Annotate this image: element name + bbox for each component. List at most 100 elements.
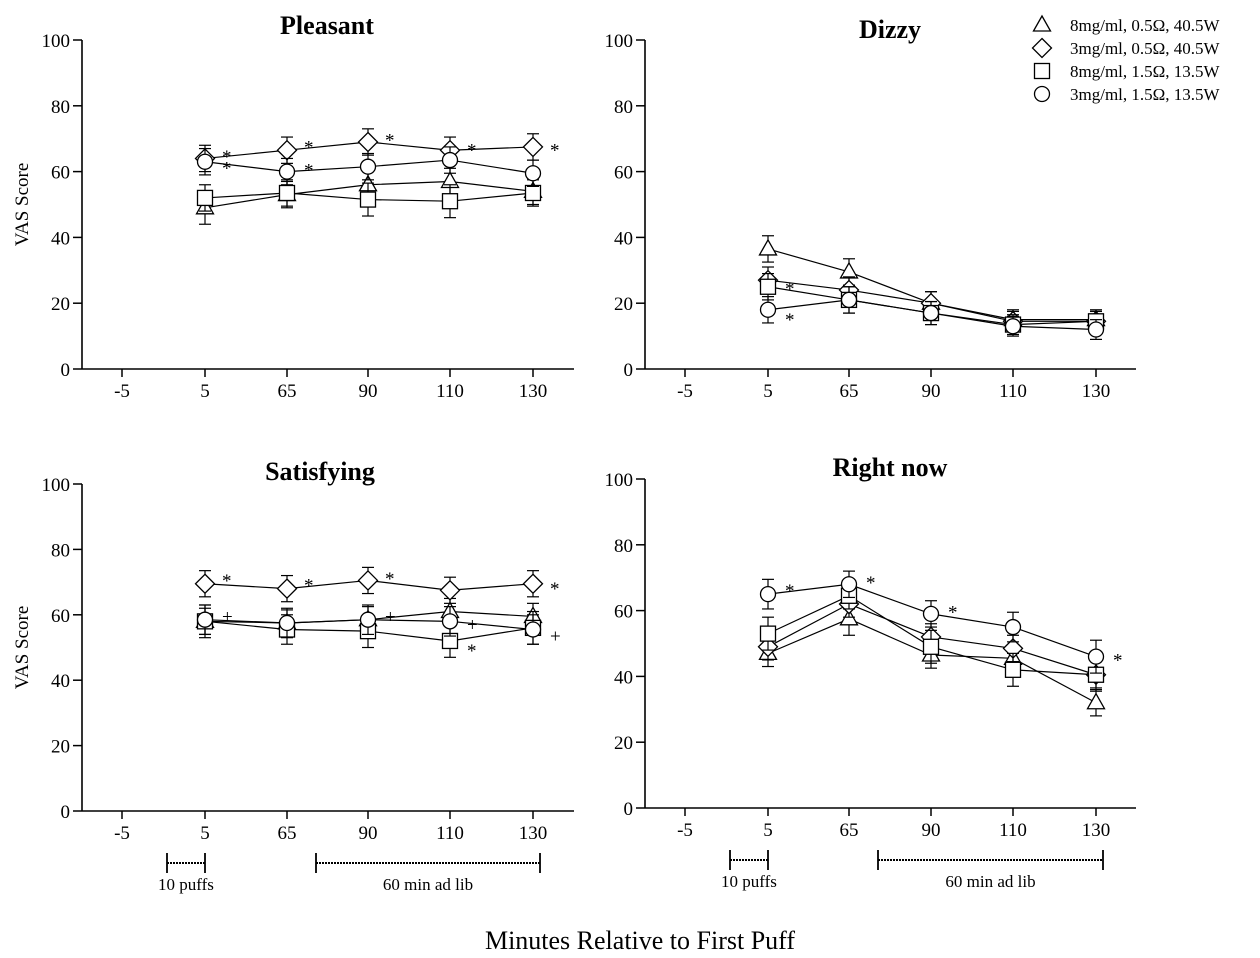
data-point-circle: [922, 605, 940, 623]
data-point-triangle: [1086, 692, 1106, 710]
significance-mark: *: [222, 159, 232, 180]
panel-title: Dizzy: [859, 15, 921, 44]
data-point-diamond: [522, 573, 544, 595]
series-diamond: [194, 566, 544, 604]
data-point-diamond: [357, 570, 379, 591]
x-tick-label: -5: [677, 820, 693, 841]
data-point-triangle: [758, 238, 778, 256]
x-tick-label: 110: [436, 381, 464, 402]
y-tick-label: 100: [42, 31, 71, 52]
series-circle: [196, 604, 542, 645]
data-point-diamond: [194, 573, 216, 595]
data-point-circle: [196, 153, 214, 170]
y-tick-label: 20: [51, 737, 70, 758]
data-point-square: [922, 638, 940, 655]
y-tick-label: 40: [51, 228, 70, 249]
y-tick-label: 80: [614, 97, 633, 118]
significance-mark: *: [304, 576, 314, 597]
data-point-circle: [840, 291, 858, 309]
significance-mark: *: [948, 603, 958, 624]
legend-label: 3mg/ml, 0.5Ω, 40.5W: [1070, 39, 1221, 58]
data-point-circle: [359, 611, 377, 628]
panel-satisfying: Satisfying VAS Score 0 20 40 60 80 100 -5 5 65 90 11…: [12, 457, 574, 844]
significance-mark: *: [1113, 650, 1123, 671]
data-point-circle: [1004, 618, 1022, 636]
legend-label: 8mg/ml, 1.5Ω, 13.5W: [1070, 62, 1221, 81]
x-tick-label: 90: [922, 381, 941, 402]
significance-mark: *: [467, 641, 477, 662]
x-tick-label: 5: [763, 820, 773, 841]
panel-title: Satisfying: [265, 457, 375, 486]
y-tick-label: 20: [614, 733, 633, 754]
data-point-diamond: [522, 136, 544, 158]
data-point-circle: [441, 151, 459, 169]
significance-mark: *: [550, 141, 560, 162]
data-point-circle: [922, 304, 940, 322]
data-point-circle: [1087, 321, 1105, 338]
significance-mark: *: [467, 141, 477, 162]
legend-marker-circle: [1033, 85, 1051, 103]
x-tick-label: 110: [999, 820, 1027, 841]
puffs-bracket-label: 10 puffs: [721, 872, 777, 891]
x-axis-label: Minutes Relative to First Puff: [485, 926, 795, 955]
significance-mark: +: [550, 626, 561, 647]
y-tick-label: 0: [624, 799, 634, 820]
panel-title: Right now: [833, 453, 948, 482]
y-axis-label: VAS Score: [12, 606, 33, 690]
series-diamond: [757, 266, 1107, 332]
significance-mark: *: [222, 571, 232, 592]
x-tick-label: 90: [359, 823, 378, 844]
panel-pleasant: Pleasant VAS Score 0 20 40 60 80 100 -5 5 65 90 110 1…: [12, 11, 574, 402]
data-point-square: [359, 191, 377, 208]
significance-mark: *: [385, 131, 395, 152]
series-circle: [759, 570, 1105, 674]
data-point-square: [524, 184, 542, 202]
y-tick-label: 0: [624, 360, 634, 381]
x-tick-label: 65: [840, 381, 859, 402]
significance-mark: *: [785, 581, 795, 602]
interval-brackets: 10 puffs 60 min ad lib: [721, 850, 1104, 891]
significance-mark: *: [866, 573, 876, 594]
panel-right-now: Right now 0 20 40 60 80 100 -5 5 65 90 110 130 * * * *: [605, 453, 1136, 841]
significance-mark: *: [222, 147, 232, 168]
significance-mark: *: [550, 579, 560, 600]
y-axis-label: VAS Score: [12, 163, 33, 247]
series-circle: [196, 146, 542, 188]
adlib-bracket-label: 60 min ad lib: [383, 875, 473, 894]
data-point-circle: [278, 614, 296, 632]
x-tick-label: 5: [200, 381, 210, 402]
significance-mark: +: [385, 607, 396, 628]
chart-panels: Pleasant VAS Score 0 20 40 60 80 100 -5 5 65 90 110 1…: [12, 11, 1136, 844]
x-tick-label: -5: [677, 381, 693, 402]
y-tick-label: 100: [605, 470, 634, 491]
data-point-circle: [524, 621, 542, 638]
data-point-square: [278, 184, 296, 202]
x-tick-label: 5: [200, 823, 210, 844]
data-point-square: [759, 625, 777, 642]
significance-mark: *: [385, 569, 395, 590]
adlib-bracket-label: 60 min ad lib: [945, 872, 1035, 891]
y-tick-label: 60: [614, 163, 633, 184]
significance-mark: *: [304, 137, 314, 158]
data-point-square: [441, 193, 459, 210]
y-tick-label: 40: [614, 667, 633, 688]
significance-mark: *: [304, 160, 314, 181]
data-point-square: [1004, 661, 1022, 678]
data-point-square: [196, 189, 214, 207]
data-point-circle: [441, 613, 459, 630]
data-point-circle: [840, 576, 858, 593]
y-tick-label: 80: [51, 540, 70, 561]
legend-marker-diamond: [1031, 37, 1053, 59]
x-tick-label: 130: [519, 823, 548, 844]
x-tick-label: 110: [436, 823, 464, 844]
y-tick-label: 60: [51, 163, 70, 184]
x-tick-label: 90: [359, 381, 378, 402]
x-tick-label: -5: [114, 823, 130, 844]
x-tick-label: 90: [922, 820, 941, 841]
data-point-circle: [278, 163, 296, 180]
data-point-diamond: [276, 578, 298, 600]
legend-label: 3mg/ml, 1.5Ω, 13.5W: [1070, 85, 1221, 104]
data-point-circle: [759, 586, 777, 603]
y-tick-label: 20: [614, 294, 633, 315]
